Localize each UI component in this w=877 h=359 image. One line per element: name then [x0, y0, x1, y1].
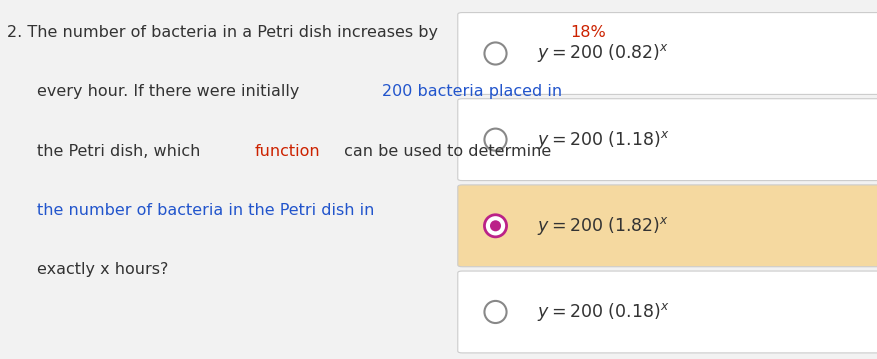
Text: the Petri dish, which: the Petri dish, which [37, 144, 205, 159]
FancyBboxPatch shape [458, 99, 877, 181]
Text: $y = 200\ (1.18)^{x}$: $y = 200\ (1.18)^{x}$ [537, 129, 669, 151]
Text: can be used to determine: can be used to determine [339, 144, 551, 159]
Ellipse shape [484, 215, 507, 237]
FancyBboxPatch shape [458, 13, 877, 94]
Text: exactly x hours?: exactly x hours? [37, 262, 168, 277]
Text: 200 bacteria placed in: 200 bacteria placed in [382, 84, 562, 99]
FancyBboxPatch shape [458, 185, 877, 267]
Ellipse shape [484, 129, 507, 151]
FancyBboxPatch shape [458, 271, 877, 353]
Text: $y = 200\ (0.82)^{x}$: $y = 200\ (0.82)^{x}$ [537, 42, 669, 65]
Text: $y = 200\ (0.18)^{x}$: $y = 200\ (0.18)^{x}$ [537, 301, 669, 323]
Text: 18%: 18% [570, 25, 605, 40]
Ellipse shape [484, 42, 507, 65]
Text: $y = 200\ (1.82)^{x}$: $y = 200\ (1.82)^{x}$ [537, 215, 669, 237]
Text: 2. The number of bacteria in a Petri dish increases by: 2. The number of bacteria in a Petri dis… [7, 25, 443, 40]
Ellipse shape [490, 220, 501, 231]
Text: function: function [254, 144, 320, 159]
Ellipse shape [484, 301, 507, 323]
Text: the number of bacteria in the Petri dish in: the number of bacteria in the Petri dish… [37, 203, 374, 218]
Text: every hour. If there were initially: every hour. If there were initially [37, 84, 304, 99]
